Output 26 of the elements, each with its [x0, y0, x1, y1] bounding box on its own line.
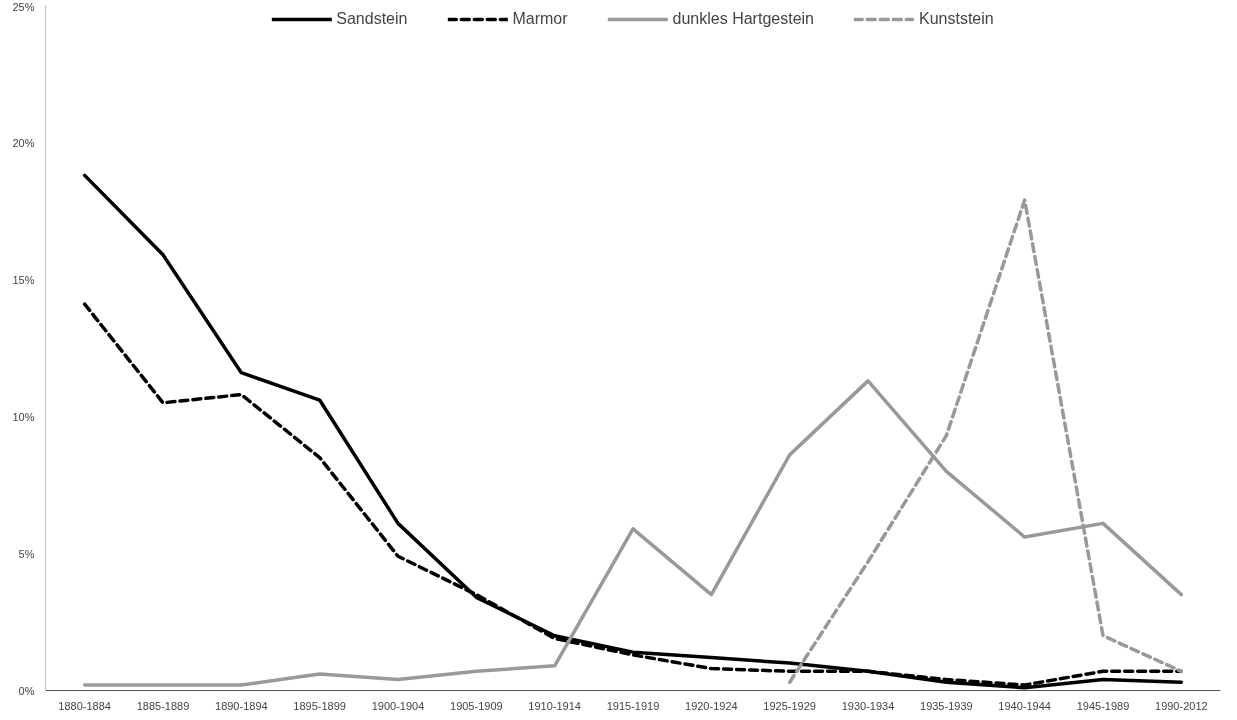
x-tick-label: 1945-1989 [1076, 699, 1130, 712]
y-tick-label: 20% [12, 136, 35, 149]
x-tick-label: 1915-1919 [606, 699, 660, 712]
line-series [82, 173, 1184, 690]
y-tick-label: 15% [12, 273, 35, 286]
y-tick-label: 5% [18, 547, 35, 560]
x-tick-label: 1925-1929 [763, 699, 816, 712]
x-tick-label: 1895-1899 [293, 699, 346, 712]
x-tick-label: 1905-1909 [450, 699, 503, 712]
y-tick-label: 0% [18, 684, 35, 697]
legend-label: dunkles Hartgestein [672, 10, 814, 28]
y-tick-label: 25% [12, 0, 35, 13]
x-tick-label: 1890-1894 [215, 699, 268, 712]
x-tick-label: 1940-1944 [998, 699, 1051, 712]
x-tick-label: 1920-1924 [685, 699, 738, 712]
legend-label: Sandstein [336, 10, 408, 28]
x-tick-label: 1880-1884 [58, 699, 111, 712]
x-tick-label: 1990-2012 [1155, 699, 1208, 712]
x-tick-label: 1885-1889 [136, 699, 190, 712]
legend-label: Marmor [512, 10, 568, 28]
legend-label: Kunststein [918, 10, 994, 28]
x-tick-label: 1900-1904 [371, 699, 425, 712]
x-tick-label: 1935-1939 [920, 699, 973, 712]
x-tick-label: 1930-1934 [841, 699, 895, 712]
y-tick-label: 10% [12, 410, 35, 423]
x-tick-label: 1910-1914 [528, 699, 581, 712]
